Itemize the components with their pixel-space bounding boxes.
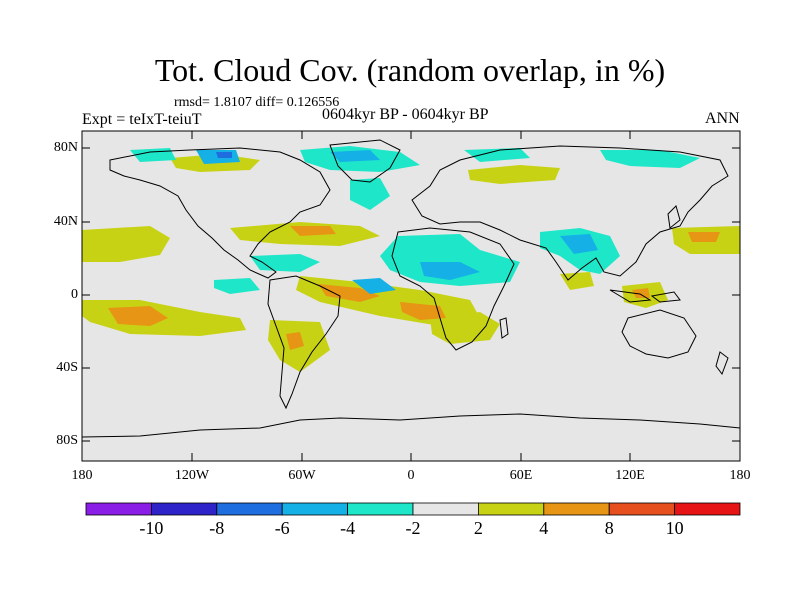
colorbar-tick-label: 2 bbox=[473, 518, 483, 538]
coast-eurasia bbox=[411, 145, 729, 281]
coast-greenland bbox=[329, 139, 401, 183]
season-label: ANN bbox=[705, 110, 740, 127]
colorbar-tick-label: 8 bbox=[604, 518, 614, 538]
patch-neg4-atlantic bbox=[352, 278, 396, 294]
lon-tick-label: 60W bbox=[288, 468, 316, 483]
patch-neg4-sahara bbox=[420, 262, 480, 280]
coast-africa bbox=[391, 227, 515, 351]
lon-tick-label: 180 bbox=[729, 468, 751, 483]
colorbar-swatch bbox=[608, 502, 676, 516]
colorbar bbox=[85, 502, 741, 516]
colorbar-swatch bbox=[477, 502, 545, 516]
colorbar-swatch bbox=[216, 502, 283, 516]
colorbar-swatch bbox=[674, 502, 741, 516]
lat-tick-label: 80N bbox=[53, 140, 78, 155]
coast-new-zealand bbox=[715, 351, 729, 376]
lat-tick-label: 0 bbox=[71, 287, 78, 302]
coast-madagascar bbox=[499, 317, 509, 339]
patch-neg-sahara bbox=[380, 234, 520, 286]
patch-neg6-arctic bbox=[216, 152, 232, 158]
anomaly-patches bbox=[82, 146, 740, 372]
patch-pos8-eqatl bbox=[400, 302, 446, 320]
patch-neg-northatl bbox=[350, 178, 390, 210]
patch-pos-safrica bbox=[430, 312, 500, 344]
coastlines bbox=[81, 139, 741, 438]
patch-neg-eqpacific bbox=[214, 278, 260, 294]
axis-ticks bbox=[81, 131, 741, 461]
patch-neg-caribbean bbox=[250, 254, 320, 272]
patch-neg4-arabia bbox=[560, 234, 598, 254]
colorbar-tick-label: -6 bbox=[274, 518, 290, 538]
colorbar-swatch bbox=[412, 502, 479, 516]
coast-antarctica bbox=[81, 413, 741, 438]
patch-pos8-indo bbox=[632, 288, 650, 298]
patch-pos8-spacific bbox=[108, 306, 168, 326]
patch-pos8-nwpac bbox=[688, 232, 720, 242]
colorbar-tick-label: -4 bbox=[340, 518, 356, 538]
coast-south-america bbox=[267, 275, 341, 410]
lon-tick-label: 60E bbox=[509, 468, 533, 483]
colorbar-tick-label: 4 bbox=[539, 518, 549, 538]
patch-neg4-arctic bbox=[330, 150, 380, 162]
colorbar-tick-label: 10 bbox=[665, 518, 684, 538]
coast-indonesia bbox=[609, 289, 681, 303]
coast-north-america bbox=[109, 147, 331, 279]
colorbar-tick-label: -10 bbox=[139, 518, 164, 538]
colorbar-swatch bbox=[281, 502, 349, 516]
patch-pos-asia bbox=[468, 165, 560, 184]
period-label: 0604kyr BP - 0604kyr BP bbox=[322, 106, 489, 123]
colorbar-swatch bbox=[543, 502, 610, 516]
patch-neg-siberia bbox=[600, 150, 700, 168]
lat-tick-label: 40N bbox=[53, 214, 78, 229]
colorbar-swatch bbox=[150, 502, 218, 516]
colorbar-tick-label: -8 bbox=[209, 518, 225, 538]
patch-pos8-atlantic bbox=[318, 284, 380, 302]
patch-pos-npacific bbox=[82, 226, 170, 262]
lon-tick-label: 120W bbox=[174, 468, 210, 483]
experiment-label: Expt = teIxT-teiuT bbox=[82, 111, 202, 128]
coast-australia bbox=[621, 309, 697, 359]
colorbar-tick-label: -2 bbox=[405, 518, 421, 538]
patch-pos8-samerica bbox=[286, 332, 304, 350]
patch-pos8-epacific bbox=[290, 226, 336, 236]
patch-neg-europe bbox=[464, 148, 530, 162]
lon-tick-label: 120E bbox=[615, 468, 645, 483]
lon-tick-label: 0 bbox=[407, 468, 415, 483]
stats-label: rmsd= 1.8107 diff= 0.126556 bbox=[174, 95, 340, 110]
lat-tick-label: 40S bbox=[56, 360, 78, 375]
lat-tick-label: 80S bbox=[56, 433, 78, 448]
coast-japan bbox=[667, 205, 681, 229]
lon-tick-label: 180 bbox=[71, 468, 93, 483]
figure-title: Tot. Cloud Cov. (random overlap, in %) bbox=[154, 52, 666, 88]
colorbar-swatch bbox=[85, 502, 152, 516]
colorbar-swatch bbox=[347, 502, 414, 516]
patch-pos-india bbox=[560, 272, 594, 290]
